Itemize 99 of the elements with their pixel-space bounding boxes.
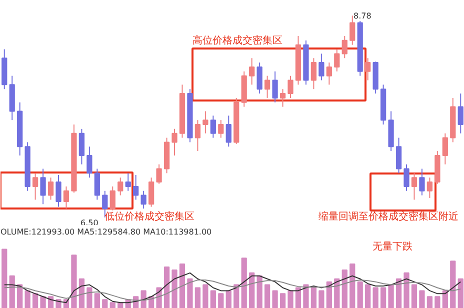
candlestick [210,115,216,138]
bar [164,266,170,308]
bar [350,264,356,308]
candlestick [63,186,70,210]
bar [272,290,278,308]
bar [411,284,418,308]
bar [264,284,270,308]
candlestick [226,115,232,148]
bar [110,302,116,308]
bar [434,296,440,308]
bar [280,293,286,308]
candlestick [32,172,38,200]
bar [94,293,100,308]
bar [256,275,262,308]
bar [140,290,146,308]
candlestick [272,70,278,103]
candlestick [288,75,294,98]
bar [187,278,193,308]
bar [2,248,8,308]
candlestick [40,168,46,205]
annotation: 缩量回调至价格成交密集区附近 [318,210,458,222]
bar [202,284,208,308]
bar [419,290,425,308]
bar [458,278,464,308]
chart-title: OLUME:121993.00 MA5:129584.80 MA10:113981.00 [0,228,212,236]
bar [288,290,294,308]
candlestick [458,93,464,134]
annotation: 高位价格成交密集区 [192,34,282,46]
candlestick [334,48,340,72]
bar [342,269,348,308]
bar [295,287,302,308]
bar [326,281,332,308]
bar [71,254,77,308]
bar [357,281,363,308]
candlestick [342,35,348,59]
candlestick [411,172,418,200]
candlestick [249,58,255,86]
candlestick [365,58,371,81]
candlestick [326,62,332,86]
candlestick [86,146,92,178]
candlestick [404,164,410,192]
bar [318,290,324,308]
annotation: 低位价格成交密集区 [104,210,194,222]
candlestick [426,177,433,198]
candlestick [118,177,124,196]
bar [241,258,247,308]
bar [226,290,232,308]
bar [17,284,23,308]
candlestick [148,177,154,208]
bar [334,278,340,308]
bar [372,287,378,308]
candlestick [256,62,262,94]
bar [442,290,448,308]
candlestick [133,174,139,200]
candlestick [310,58,317,90]
bar [404,272,410,308]
candlestick [78,128,85,165]
candlestick [218,120,224,138]
bar [426,296,433,308]
bar [179,264,186,308]
annotation: 8.78 [354,12,372,20]
candlestick [264,75,270,98]
candlestick [350,15,356,46]
bar [249,272,255,308]
candlestick [202,110,208,134]
bar [310,287,317,308]
bar [32,293,38,308]
candlestick [318,53,324,81]
candlestick [48,177,54,200]
bar [102,299,108,308]
bar [48,296,54,308]
bar [24,290,30,308]
candlestick [110,186,116,211]
bar [450,260,456,308]
candlestick [396,137,402,174]
bar [218,293,224,308]
candlestick [419,168,425,196]
candlestick [280,88,286,108]
bar [303,284,309,308]
candlestick [140,190,146,210]
candlestick [125,172,131,192]
bar [86,287,92,308]
candlestick [156,164,162,184]
bar [396,278,402,308]
bar [388,284,394,308]
candlestick [94,168,100,200]
bar [380,287,386,308]
bar [78,278,85,308]
annotation: 无量下跌 [372,240,412,252]
candlestick [194,120,201,152]
bar [210,290,216,308]
candlestick [442,132,448,165]
bar [40,296,46,308]
candlestick [56,174,62,208]
bar [194,287,201,308]
bar [9,275,15,308]
candlestick [172,128,178,156]
bar [172,269,178,308]
bar [365,284,371,308]
